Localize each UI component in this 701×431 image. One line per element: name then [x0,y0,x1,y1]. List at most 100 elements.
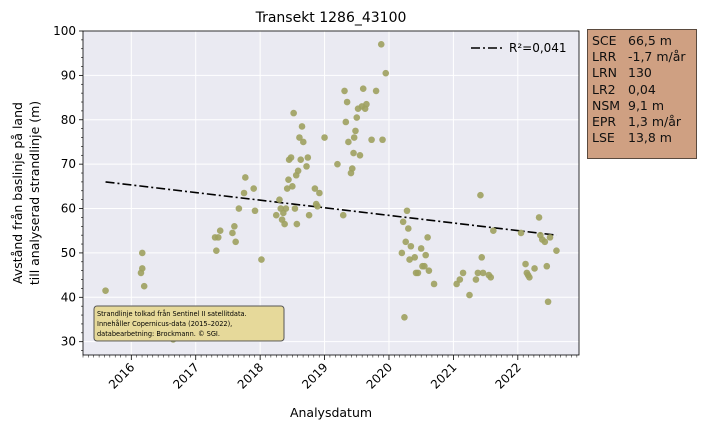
data-point [287,154,295,161]
data-point [368,136,375,144]
y-tick-label: 70 [61,157,76,171]
data-point [283,185,291,192]
data-point [456,276,464,283]
data-point [102,287,109,294]
data-point [546,234,554,241]
stat-value: 66,5 m [628,33,672,48]
annotation-line-3: databearbetning: Brockmann. © SGI. [97,330,220,338]
stat-row-epr: EPR 1,3 m/år [592,114,692,130]
data-point [543,262,551,270]
stat-key: LRR [592,49,617,65]
data-point [544,298,552,306]
data-point [479,269,487,277]
data-point [414,269,422,277]
annotation-line-2: Innehåller Copernicus-data (2015–2022), [97,319,232,328]
data-point [541,238,549,246]
y-tick-label: 80 [61,113,76,127]
x-tick-label: 2021 [428,360,459,391]
data-point [353,114,361,121]
x-axis-label: Analysdatum [290,405,372,420]
data-point [303,163,310,170]
data-point [417,245,425,252]
y-tick-label: 100 [53,24,76,38]
data-point [407,242,415,250]
data-point [276,196,283,203]
y-tick-label: 30 [61,335,76,349]
data-point [377,41,385,48]
data-point [334,160,341,168]
trend-line [105,181,557,236]
data-point [398,249,406,257]
data-point [399,218,407,226]
data-point [232,238,239,246]
data-point [316,189,323,197]
data-point [305,211,313,219]
data-point [422,251,429,259]
data-point [285,176,292,183]
stat-value: 13,8 m [628,130,672,146]
y-axis-label-line2: till analyserad strandlinje (m) [27,101,42,285]
data-point [242,174,249,181]
data-point [214,234,222,241]
data-point [478,254,486,261]
data-point [522,260,529,268]
stat-key: NSM [592,97,621,113]
stat-value: 1,3 m/år [628,114,682,130]
data-point [296,134,303,141]
data-point [291,205,299,212]
data-point [459,269,467,277]
data-point [298,123,306,130]
data-point [553,247,560,254]
data-point [350,134,358,141]
data-point [402,238,410,246]
data-point [289,183,296,190]
plot-frame [82,30,580,356]
statistics-box: SCE 66,5 m LRR -1,7 m/år LRN 130 LR2 0,04 NS… [587,29,697,159]
stat-key: EPR [592,114,617,130]
data-point [352,127,359,135]
x-axis-ticks: 2016 2017 2018 2019 2020 2021 2022 [82,355,578,392]
chart-title: Transekt 1286_43100 [255,10,407,26]
data-point [472,276,480,283]
stat-key: LR2 [592,81,616,97]
y-tick-label: 60 [61,202,76,216]
stat-value: -1,7 m/år [628,49,686,65]
legend: R²=0,041 [471,41,567,55]
data-point [406,256,413,263]
data-point [379,136,386,144]
data-point [138,265,146,272]
data-point [311,185,319,192]
plot-area [83,31,579,355]
data-point [404,225,412,232]
stat-row-lr2: LR2 0,04 [592,82,692,98]
data-point [314,203,321,210]
data-point [350,149,357,157]
data-point [231,222,238,230]
x-tick-label: 2020 [364,360,395,391]
data-point [477,191,484,199]
x-tick-label: 2017 [170,360,201,391]
data-point [356,151,364,159]
x-tick-label: 2022 [492,360,523,391]
stat-value: 0,04 [628,81,656,97]
data-point [343,98,351,106]
data-point [535,214,543,221]
data-point [411,254,419,261]
data-point [487,274,495,281]
data-point [430,280,438,288]
data-point [526,274,533,281]
x-tick-label: 2018 [235,360,266,391]
data-point [372,87,380,95]
data-point [474,269,482,277]
data-point [321,134,328,141]
annotation-line-1: Strandlinje tolkad från Sentinel II sate… [97,309,247,318]
y-axis-label-line1: Avstånd från baslinje på land [10,102,25,284]
data-point [138,249,146,257]
x-tick-label: 2016 [106,360,137,391]
data-point [240,189,248,197]
data-point [293,220,301,228]
data-point [424,234,431,241]
data-point [466,291,473,299]
stat-value: 9,1 m [628,97,665,113]
stat-value: 130 [628,65,652,81]
